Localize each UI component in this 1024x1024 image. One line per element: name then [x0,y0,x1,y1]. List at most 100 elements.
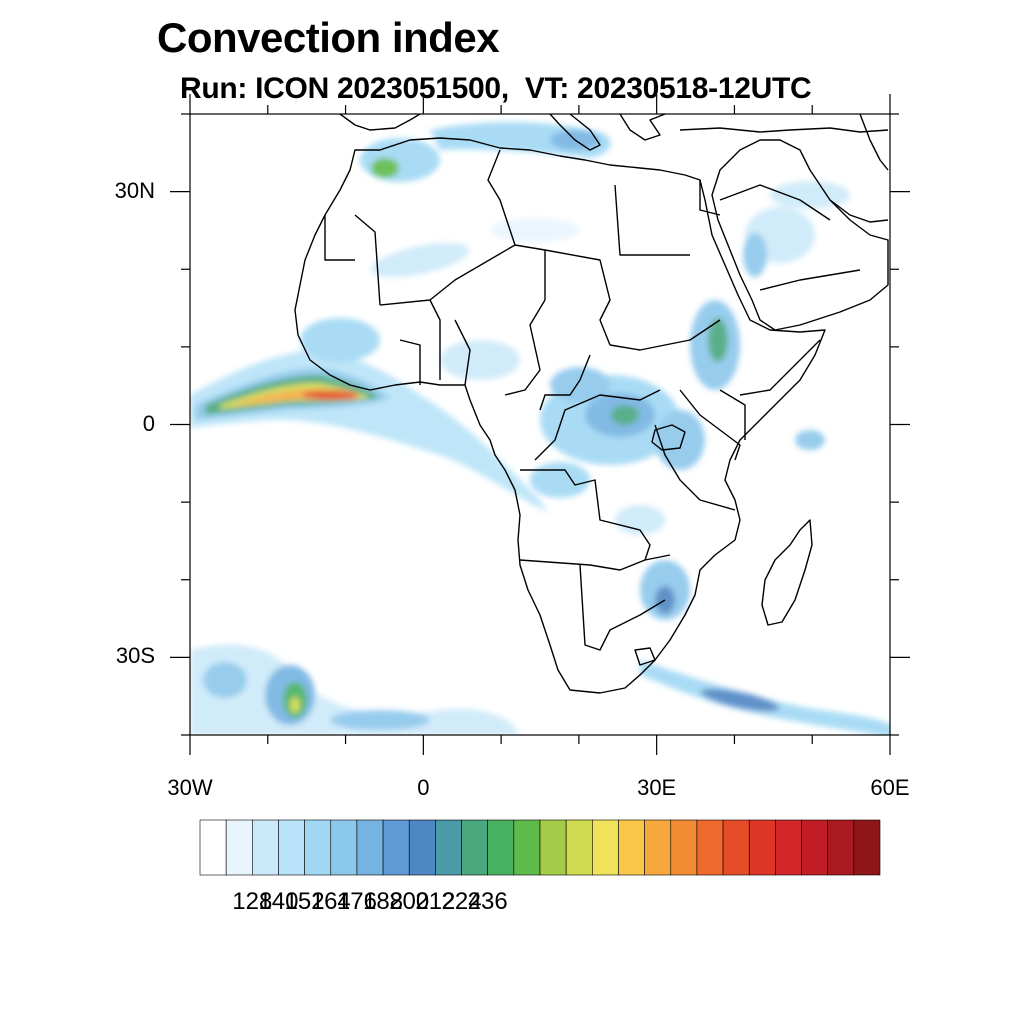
border-9 [504,299,546,396]
border-4 [429,299,441,380]
shade-east-med [770,181,850,209]
caspian-fragment [859,114,889,171]
border-17 [634,647,656,666]
chart-title: Convection index [157,14,500,61]
border-22 [719,389,746,440]
border-16 [579,564,666,651]
colorbar-swatch [670,819,698,876]
italy-coastline [549,114,601,151]
lon-tick-label: 30E [637,775,677,800]
arabia-coastline [711,139,889,331]
border-1 [354,214,381,306]
border-24 [454,319,471,386]
colorbar-swatch [618,819,645,876]
border-15 [519,554,671,571]
africa-coastline [294,137,826,694]
colorbar-swatch [539,819,567,876]
greece-coastline [619,114,666,141]
colorbar-swatch [513,819,541,876]
colorbar-tick-label: 224 [441,888,482,915]
colorbar-tick-label: 188 [363,888,404,915]
border-11 [534,389,661,461]
colorbar-tick-label: 212 [415,888,456,915]
shade-nigeria [440,340,520,380]
colorbar-swatch [225,819,253,876]
border-7 [614,184,690,256]
shade-sa-west [203,662,247,698]
colorbar-tick-label: 164 [310,888,351,915]
border-6 [544,249,611,346]
shade-sa-yellow [290,697,300,713]
colorbar-swatch [382,819,410,876]
colorbar-swatch [696,819,724,876]
colorbar-swatch [853,819,881,876]
colorbar-tick-label: 152 [284,888,325,915]
shade-maghreb [360,138,440,182]
colorbar-swatch [827,819,855,876]
colorbar-swatch [252,819,279,876]
lat-tick-label: 30S [115,643,155,669]
colorbar-swatch [592,819,619,876]
border-14 [520,469,651,561]
border-19 [719,184,831,221]
colorbar-tick-label: 176 [336,888,377,915]
colorbar-tick-label: 236 [467,888,508,915]
border-2 [324,215,355,261]
shade-indian-ocean [795,430,825,450]
colorbar-swatch [304,819,332,876]
border-5 [487,149,516,246]
colorbar-swatch [722,819,750,876]
border-18 [699,180,721,216]
iberia-coastline [339,114,421,131]
turkey-coastline [679,127,889,133]
shade-congo-green [611,405,639,425]
border-23 [399,339,421,385]
colorbar-swatch [487,819,515,876]
colorbar-swatch [644,819,672,876]
lon-tick-label: 0 [417,775,430,800]
colorbar-tick-label: 128 [232,888,273,915]
border-13 [654,424,736,511]
colorbar-swatch [330,819,358,876]
colorbar-tick-label: 140 [258,888,299,915]
colorbar-swatch [199,819,227,876]
lat-tick-label: 30N [114,177,155,203]
chart-subtitle: Run: ICON 2023051500, VT: 20230518-12UTC [180,72,812,105]
shade-sa-band [330,710,430,730]
shade-southern-trough [640,660,890,735]
colorbar-tick-label: 200 [389,888,430,915]
lake-victoria [651,424,686,451]
shade-angola [530,462,590,498]
shade-southern-core [700,688,780,712]
shade-atlantic-red [302,390,358,400]
coastlines [294,114,889,694]
colorbar-swatch [278,819,305,876]
shade-maghreb-core [371,158,399,178]
shade-lakes [655,410,705,470]
map-frame [170,94,910,755]
border-10 [539,354,591,411]
border-3 [379,244,546,306]
shade-guinea [300,318,380,362]
colorbar-swatch [461,819,488,876]
colorbar [199,819,881,876]
shade-cameroon [550,367,610,403]
shade-sahara-east [490,218,580,242]
colorbar-swatch [801,819,828,876]
lat-tick-label: 0 [142,410,155,436]
colorbar-swatch [565,819,593,876]
border-8 [609,319,721,351]
colorbar-swatch [356,819,384,876]
border-21 [739,339,821,396]
lon-tick-label: 60E [870,775,910,800]
border-20 [759,269,861,291]
shade-ethiopia-core [708,318,728,362]
colorbar-swatch [408,819,436,876]
colorbar-swatch [748,819,776,876]
persian-gulf [829,199,889,223]
colorbar-swatch [775,819,802,876]
madagascar-coastline [761,519,813,626]
shade-saudi-west [743,233,767,277]
colorbar-swatch [435,819,462,876]
